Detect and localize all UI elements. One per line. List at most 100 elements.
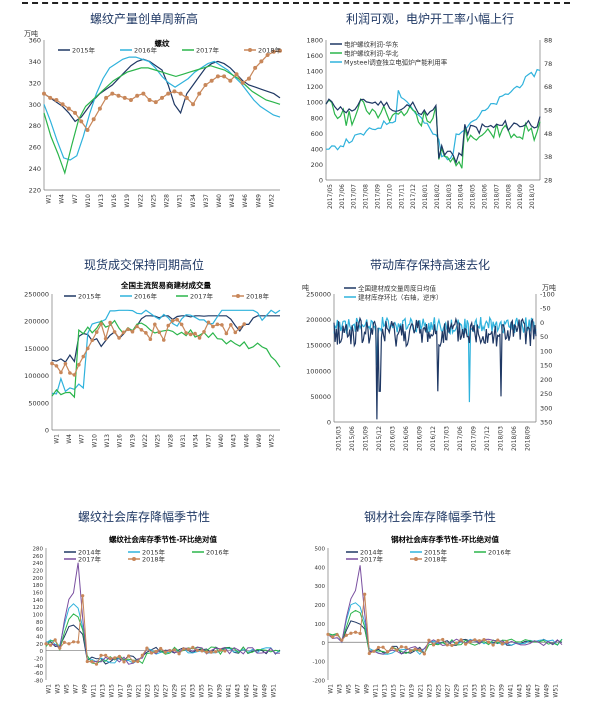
x-tick-label: W33 [190,684,197,698]
x-tick-label: 2017/12 [484,426,491,451]
legend-label: 2015年 [142,548,166,557]
y-tick-label: 40 [36,635,43,641]
series-line-2018年-point [136,659,140,664]
x-tick-label: W7 [72,194,79,204]
x-tick-label: W37 [205,434,212,448]
y-tick-label: 200000 [24,318,49,326]
x-tick-label: W19 [127,684,134,698]
y-tick-label: 250000 [306,291,331,299]
legend-label: 2016年 [206,548,230,557]
x-tick-label: W46 [242,194,249,208]
series-line-2018年-point [408,649,413,653]
legend-label: 电炉螺纹利润-华北 [344,49,399,58]
x-tick-label: W5 [346,684,353,694]
x-tick-label: W43 [235,684,242,698]
series-line-2018年-point [104,653,108,657]
legend-label: 2018年 [246,292,270,301]
y-tick-label: -40 [34,664,43,670]
y2-tick-label: 58 [544,107,552,115]
series-line-2018年-point [441,637,445,642]
chart-rebar-output: 220 240 260 280 300 320 340 360 W1 W4 W7 W10 W13 W16 W… [24,30,282,208]
series-line-2018年-point [349,631,353,635]
y-tick-label: 240 [29,165,41,173]
y2-tick-label: 200 [540,376,552,384]
y-tick-label: 220 [33,569,44,575]
series-line-2018-point [188,332,193,337]
x-tick-label: W1 [328,684,335,694]
x-tick-label: 2018/08 [505,184,512,209]
y-tick-label: 340 [29,58,41,66]
series-line-2018年-point [160,95,164,100]
series-line-2018年-point [128,98,133,102]
x-tick-label: 2017/10 [386,184,393,209]
series-line-2018年-point [108,656,112,661]
x-tick-label: W13 [98,194,105,208]
legend-label: 2017年 [196,46,220,55]
chart-trade-volume: 0 50000 100000 150000 200000 250000 W1 W4 W7 W10 W… [24,280,281,448]
x-tick-label: W47 [535,684,542,698]
chart-eaf-profit: 0 200 400 600 800 1000 1200 1400 1600 1800 2017/05… [306,37,552,209]
y-tick-label: 60 [36,627,43,633]
series-line-2018年-point [491,643,495,647]
series-line-2018-point [77,362,81,367]
y-tick-label: 0 [40,649,44,655]
x-tick-label: 2017/09 [375,184,382,209]
y-tick-label: 0 [327,419,331,427]
series-line-2018年-point [172,89,177,94]
series-line-2018-point [157,330,162,335]
series-line-2018年-point [464,642,468,646]
series-line-2017年 [327,565,563,655]
x-tick-label: 2018/06 [511,426,518,451]
x-tick-label: 2018/03 [497,426,504,451]
series-line-2018年-point [44,642,48,646]
series-line-2018年-point [172,648,177,652]
y-tick-label: 100 [33,613,44,619]
series-line-2018-point [242,322,247,326]
series-line-2018年-point [48,95,53,100]
chart-inventory-destock: 0 50000 100000 150000 200000 250000 2015/03 201… [302,283,556,451]
x-tick-label: W28 [164,194,171,208]
series-line-2018年-point [436,638,440,643]
series-line-2018年-point [363,592,367,596]
y-tick-label: 50000 [310,393,331,401]
legend-label: 建材库存环比（右轴，逆序） [358,293,443,302]
x-tick-label: W34 [193,434,200,448]
x-tick-label: W1 [46,684,53,694]
series-line-2018-point [103,336,108,341]
x-tick-label: W25 [436,684,443,698]
series-line-2014年 [327,620,563,655]
series-line-2018年-point [85,128,90,132]
x-tick-label: 2018/01 [422,184,429,209]
x-tick-label: W43 [229,194,236,208]
x-tick-label: W35 [199,684,206,698]
legend-label: 2016年 [488,548,512,557]
x-tick-label: 2015/06 [349,426,356,451]
x-tick-label: W7 [355,684,362,694]
series-line-2018年-point [153,100,158,105]
series-line-2018年-point [222,74,227,79]
y-tick-label: 200 [311,161,323,169]
x-tick-label: 2017/12 [410,184,417,209]
series-line-2018年-point [73,110,78,115]
x-tick-label: W35 [481,684,488,698]
x-tick-label: W9 [82,684,89,694]
legend-label: 2016年 [134,292,158,301]
legend-label: 2018年 [258,46,282,55]
series-line-2018年-point [140,653,144,657]
series-line-2018年-point [99,653,103,657]
series-line-utilization [325,68,541,161]
series-line-2018年-point [71,640,76,644]
x-tick-label: W41 [508,684,515,698]
y2-tick-label: 68 [544,83,552,91]
y2-tick-label: 28 [544,177,552,185]
series-line-2018年-point [81,594,85,598]
y-tick-label: -60 [34,671,43,677]
x-tick-label: W29 [454,684,461,698]
y-tick-label: 1800 [306,37,323,45]
x-tick-label: 2017/07 [351,184,358,209]
series-line-2018年-point [468,640,472,644]
x-tick-label: 2018/09 [517,184,524,209]
series-line-2018年-point [110,91,115,96]
x-tick-label: W13 [100,684,107,698]
series-line-2018-point [215,322,220,327]
